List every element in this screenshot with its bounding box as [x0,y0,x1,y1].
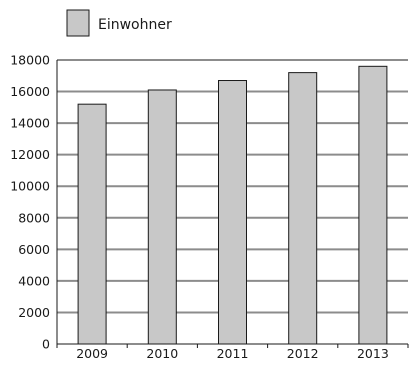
y-tick-label-2000: 2000 [18,305,50,320]
y-tick-label-16000: 16000 [10,84,50,99]
x-tick-label-2013: 2013 [357,346,389,361]
bar-2012 [288,72,318,345]
y-tick-label-8000: 8000 [18,210,50,225]
bar-2010 [147,89,177,345]
legend-label-einwohner: Einwohner [98,17,172,33]
axes [56,60,409,348]
bar-2013 [358,65,388,345]
x-tick-label-2011: 2011 [217,346,249,361]
bar-2011 [218,80,247,345]
y-tick-label-6000: 6000 [18,242,50,257]
legend: Einwohner [66,9,172,37]
x-tick-label-2010: 2010 [146,346,178,361]
legend-swatch-einwohner [66,9,90,37]
bar-2009 [77,103,107,345]
bars [77,65,388,345]
y-tick-label-14000: 14000 [10,116,50,131]
y-tick-label-10000: 10000 [10,179,50,194]
x-tick-label-2012: 2012 [287,346,319,361]
x-tick-label-2009: 2009 [76,346,108,361]
y-tick-label-4000: 4000 [18,273,50,288]
y-tick-labels: 0 2000 4000 6000 8000 10000 12000 14000 16000 180… [10,53,50,352]
y-tick-label-12000: 12000 [10,147,50,162]
y-tick-label-18000: 18000 [10,53,50,68]
x-tick-labels: 2009 2010 2011 2012 2013 [76,346,389,361]
y-tick-label-0: 0 [42,337,50,352]
